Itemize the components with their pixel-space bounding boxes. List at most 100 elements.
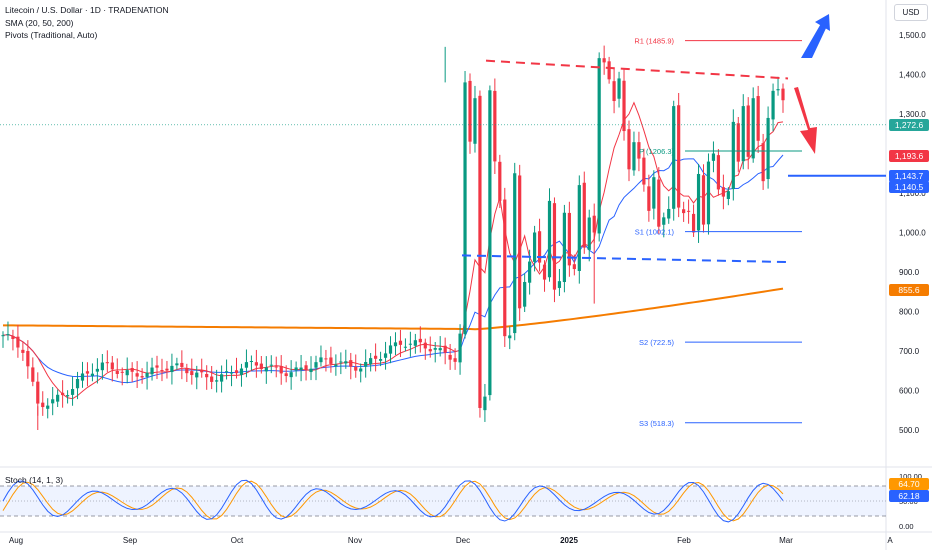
- y-tick-label: 700.0: [899, 347, 920, 356]
- candle-body: [672, 106, 676, 209]
- candle-body: [16, 336, 20, 348]
- candle-body: [6, 334, 10, 336]
- candle-body: [185, 368, 189, 374]
- candle-body: [761, 143, 765, 182]
- candle-body: [279, 366, 283, 374]
- candle-body: [324, 358, 328, 360]
- candle-body: [269, 364, 273, 366]
- candle-body: [572, 264, 576, 270]
- candle-body: [314, 362, 318, 368]
- candle-body: [716, 155, 721, 190]
- candle-body: [493, 90, 497, 162]
- price-tag: 1,193.6: [889, 150, 929, 163]
- candle-body: [513, 173, 517, 334]
- candle-body: [130, 367, 134, 372]
- candle-body: [453, 358, 457, 362]
- candle-body: [393, 342, 398, 347]
- price-tag: 855.6: [889, 283, 929, 296]
- candle-body: [36, 381, 40, 404]
- candle-body: [776, 89, 780, 91]
- x-tick-label: A: [887, 536, 893, 545]
- pivots-legend: Pivots (Traditional, Auto): [5, 30, 98, 40]
- candle-body: [378, 359, 383, 361]
- stoch-tick-label: 100.00: [899, 472, 922, 481]
- price-tag: 1,143.7: [889, 169, 929, 182]
- candle-body: [627, 129, 631, 170]
- candle-body: [21, 349, 25, 353]
- candle-body: [433, 348, 437, 350]
- candle-body: [657, 179, 661, 227]
- candle-body: [567, 212, 571, 266]
- candle-body: [443, 345, 447, 353]
- candle-body: [254, 362, 258, 366]
- x-tick-label: Nov: [348, 536, 362, 545]
- y-tick-label: 1,100.0: [899, 189, 926, 198]
- candle-body: [642, 157, 646, 185]
- candle-body: [632, 142, 636, 171]
- candle-body: [736, 123, 740, 162]
- candle-body: [155, 365, 159, 368]
- candle-body: [612, 81, 616, 102]
- candle-body: [781, 88, 785, 101]
- x-tick-label: Mar: [779, 536, 793, 545]
- red-down-arrow: [794, 87, 817, 154]
- candle-body: [41, 402, 45, 408]
- candle-body: [339, 361, 343, 363]
- candle-body: [388, 345, 393, 354]
- candle-body: [110, 362, 114, 370]
- x-tick-label: Oct: [231, 536, 244, 545]
- candle-body: [696, 173, 701, 231]
- candle-body: [508, 335, 512, 339]
- candle-body: [284, 373, 288, 377]
- candle-body: [602, 58, 606, 63]
- candle-body: [160, 370, 164, 372]
- stoch-k-line: [2, 479, 784, 523]
- candle-body: [731, 121, 735, 190]
- candle-body: [711, 153, 716, 161]
- candle-body: [667, 208, 671, 219]
- candle-body: [706, 161, 711, 225]
- candle-body: [413, 340, 417, 346]
- x-tick-label: Dec: [456, 536, 470, 545]
- candle-body: [383, 353, 388, 358]
- candle-body: [547, 200, 552, 278]
- candle-body: [557, 281, 562, 288]
- candle-body: [259, 363, 263, 370]
- candle-body: [219, 374, 224, 382]
- candle-body: [1, 335, 5, 337]
- candle-body: [597, 58, 601, 234]
- candle-body: [299, 367, 303, 370]
- y-tick-label: 1,400.0: [899, 71, 926, 80]
- stoch-tick-label: 0.00: [899, 522, 914, 531]
- candle-body: [528, 261, 532, 283]
- chart-legend: Litecoin / U.S. Dollar · 1D · TRADENATIO…: [5, 4, 169, 42]
- candle-body: [170, 365, 174, 373]
- candle-body: [190, 371, 194, 376]
- x-tick-label: Sep: [123, 536, 138, 545]
- currency-button[interactable]: USD: [894, 4, 928, 21]
- candle-body: [105, 362, 109, 364]
- candle-body: [523, 281, 527, 307]
- candle-body: [264, 367, 268, 372]
- candle-body: [329, 357, 333, 364]
- candle-body: [448, 354, 452, 360]
- candle-body: [75, 378, 80, 389]
- candle-body: [473, 98, 477, 144]
- candle-body: [637, 142, 641, 159]
- price-tag: 1,140.5: [889, 180, 929, 193]
- pivot-label: R1 (1485.9): [634, 37, 674, 46]
- candle-body: [11, 335, 15, 339]
- candle-body: [65, 395, 70, 397]
- support-trendline: [461, 254, 791, 264]
- candle-body: [562, 212, 567, 283]
- candle-body: [150, 367, 154, 375]
- candle-body: [26, 351, 30, 367]
- candle-body: [677, 105, 681, 208]
- candle-body: [607, 61, 611, 80]
- candle-body: [46, 405, 50, 409]
- x-tick-label: 2025: [560, 536, 578, 545]
- x-tick-label: Aug: [9, 536, 23, 545]
- sma-200-line: [2, 287, 784, 331]
- candle-body: [682, 209, 686, 214]
